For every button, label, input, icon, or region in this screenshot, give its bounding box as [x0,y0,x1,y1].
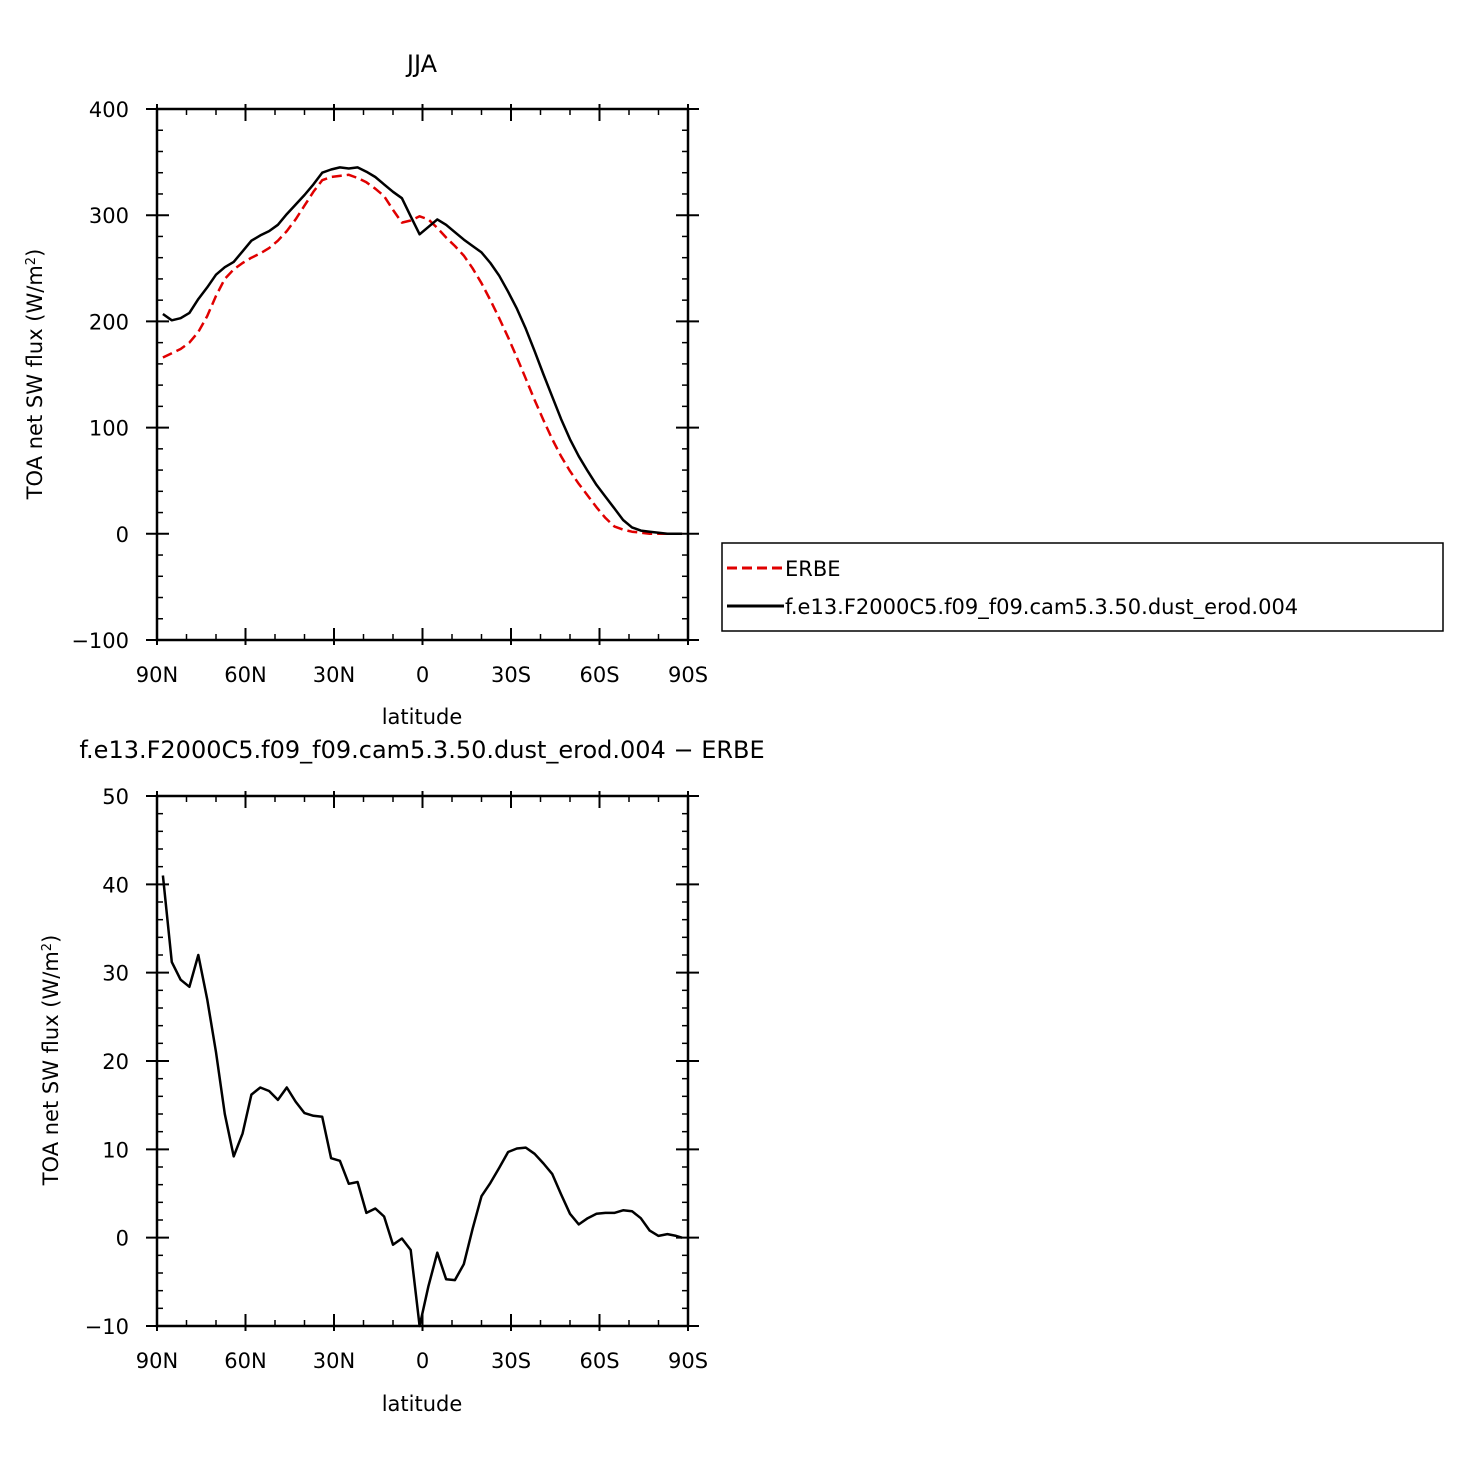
bottom-y-tick-label: 30 [102,962,129,986]
bottom-y-tick-label: 20 [102,1050,129,1074]
bottom-y-tick-label: −10 [85,1315,129,1339]
bottom-x-tick-label: 60N [224,1349,266,1373]
bottom-plot-frame [155,794,690,1328]
top-panel: JJA 90N 60N 30N 0 30S 60S 90S −100 0 100 200 300 400… [23,50,708,729]
top-series-line-model [162,166,683,536]
bottom-y-tick-label: 40 [102,873,129,897]
bottom-x-tick-label: 0 [416,1349,429,1373]
legend-box [721,542,1444,632]
top-x-tick-label: 30N [313,663,355,687]
bottom-x-tick-label: 90N [136,1349,178,1373]
top-title: JJA [405,50,438,78]
top-xlabel: latitude [382,705,463,729]
top-x-tick-label: 60S [579,663,619,687]
top-ylabel: TOA net SW flux (W/m2) [23,249,47,501]
legend: ERBE f.e13.F2000C5.f09_f09.cam5.3.50.dus… [721,542,1444,632]
top-plot-frame [155,107,690,642]
top-y-tick-label: 0 [116,523,129,547]
top-x-tick-label: 30S [491,663,531,687]
bottom-panel: f.e13.F2000C5.f09_f09.cam5.3.50.dust_ero… [39,736,765,1416]
bottom-y-tick-label: 10 [102,1138,129,1162]
bottom-x-tick-label: 90S [668,1349,708,1373]
bottom-series-line-difference [161,875,683,1328]
top-y-tick-label: −100 [71,629,129,653]
legend-model-label: f.e13.F2000C5.f09_f09.cam5.3.50.dust_ero… [785,595,1298,620]
top-x-tick-label: 0 [416,663,429,687]
top-x-tick-label: 60N [224,663,266,687]
bottom-y-tick-label: 50 [102,785,129,809]
top-y-tick-label: 100 [89,417,129,441]
top-x-tick-label: 90S [668,663,708,687]
bottom-xlabel: latitude [382,1392,463,1416]
bottom-plot-area: 90N 60N 30N 0 30S 60S 90S −10 0 10 20 30 40 50 [85,785,708,1373]
legend-erbe-label: ERBE [785,557,841,581]
top-x-tick-label: 90N [136,663,178,687]
bottom-x-tick-label: 60S [579,1349,619,1373]
bottom-ylabel: TOA net SW flux (W/m2) [39,935,63,1187]
top-plot-area: 90N 60N 30N 0 30S 60S 90S −100 0 100 200 300 400 [71,98,708,687]
top-y-tick-label: 400 [89,98,129,122]
bottom-x-tick-label: 30S [491,1349,531,1373]
top-y-tick-label: 300 [89,204,129,228]
bottom-title: f.e13.F2000C5.f09_f09.cam5.3.50.dust_ero… [79,736,764,764]
top-series-line-erbe [162,173,683,536]
top-y-tick-label: 200 [89,310,129,334]
bottom-x-tick-label: 30N [313,1349,355,1373]
bottom-y-tick-label: 0 [116,1227,129,1251]
